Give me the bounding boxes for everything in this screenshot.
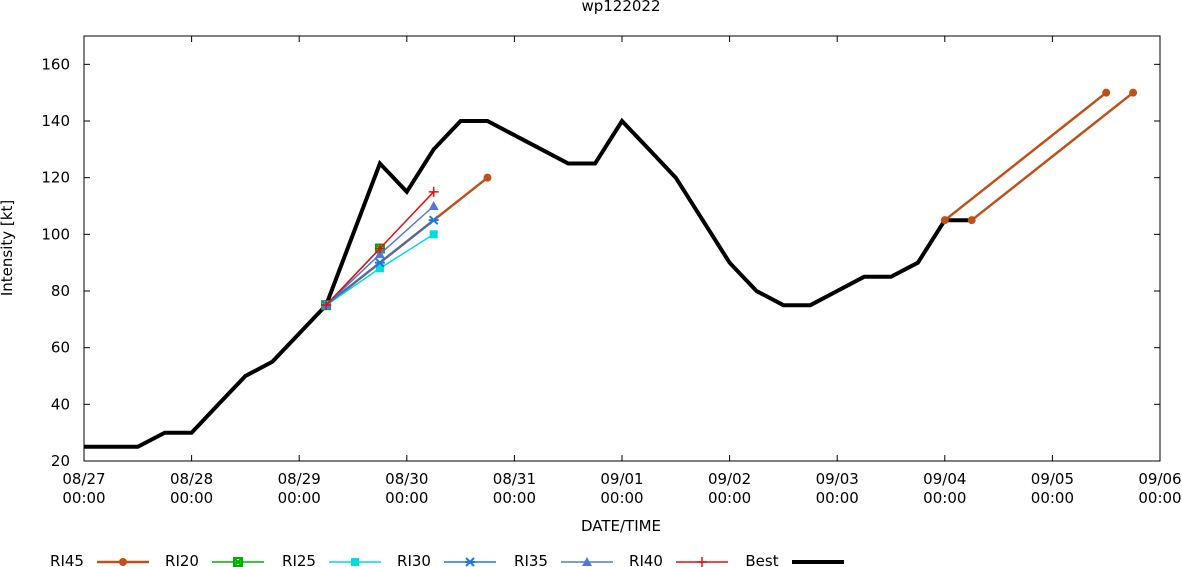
legend-label-ri25: RI25 — [282, 552, 316, 567]
series-best — [84, 117, 972, 449]
y-tick-label: 60 — [51, 339, 70, 357]
x-tick-label-date: 08/28 — [170, 470, 213, 488]
legend-label-ri35: RI35 — [514, 552, 548, 567]
legend-item-ri25: RI25 — [282, 552, 381, 567]
data-point-ri40 — [374, 243, 385, 254]
x-tick-label-date: 08/31 — [493, 470, 536, 488]
x-axis-label: DATE/TIME — [581, 517, 661, 535]
y-tick-label: 20 — [51, 452, 70, 470]
x-tick-label-time: 00:00 — [600, 489, 643, 507]
x-tick-label-time: 00:00 — [493, 489, 536, 507]
x-tick-label-time: 00:00 — [708, 489, 751, 507]
x-tick-label-date: 09/03 — [816, 470, 859, 488]
x-tick-label-time: 00:00 — [385, 489, 428, 507]
data-point-ri40 — [428, 186, 439, 197]
x-tick-label-time: 00:00 — [923, 489, 966, 507]
legend-item-ri35: RI35 — [514, 552, 613, 567]
legend-marker-ri40 — [697, 557, 707, 567]
series-ri40 — [321, 186, 439, 311]
x-tick-label-date: 08/30 — [385, 470, 428, 488]
y-tick-label: 140 — [41, 112, 70, 130]
data-point-ri45 — [940, 216, 949, 225]
data-point-ri30 — [428, 215, 439, 225]
legend-marker-ri20 — [233, 557, 243, 567]
y-axis-label: Intensity [kt] — [0, 200, 16, 296]
y-tick-label: 160 — [41, 55, 70, 73]
legend-label-ri40: RI40 — [629, 552, 663, 567]
legend-label-ri45: RI45 — [50, 552, 84, 567]
y-axis: 20 40 60 80 100 120 140 160 — [41, 55, 1160, 470]
legend-item-ri40: RI40 — [629, 552, 728, 567]
x-tick-label-date: 08/29 — [278, 470, 321, 488]
series-ri30 — [321, 215, 439, 310]
legend-label-ri20: RI20 — [165, 552, 199, 567]
data-point-ri25 — [429, 230, 438, 239]
data-point-ri45 — [967, 216, 976, 225]
x-tick-label-time: 00:00 — [1138, 489, 1181, 507]
x-axis: 08/2700:0008/2800:0008/2900:0008/3000:00… — [62, 36, 1182, 507]
x-tick-label-time: 00:00 — [816, 489, 859, 507]
legend-marker-ri45 — [119, 558, 127, 566]
plot-area-frame — [83, 35, 1161, 462]
x-tick-label-time: 00:00 — [278, 489, 321, 507]
legend-item-ri20: RI20 — [165, 552, 264, 567]
data-point-ri35 — [428, 201, 439, 210]
data-point-ri40 — [321, 300, 332, 311]
chart-title: wp122022 — [581, 0, 660, 15]
legend-marker-ri35 — [582, 557, 592, 566]
x-tick-label-date: 09/04 — [923, 470, 966, 488]
y-tick-label: 100 — [41, 225, 70, 243]
x-tick-label-date: 09/05 — [1031, 470, 1074, 488]
series-ri35 — [321, 201, 439, 310]
x-tick-label-time: 00:00 — [1031, 489, 1074, 507]
data-point-ri35 — [374, 249, 385, 259]
x-tick-label-date: 09/01 — [600, 470, 643, 488]
data-point-ri45 — [1102, 88, 1111, 97]
legend-item-ri30: RI30 — [397, 552, 496, 567]
x-tick-label-time: 00:00 — [170, 489, 213, 507]
legend-marker-ri30 — [465, 557, 475, 567]
legend-item-ri45: RI45 — [50, 552, 149, 567]
x-tick-label-date: 08/27 — [62, 470, 105, 488]
series-line-best — [84, 117, 972, 449]
legend: RI45 RI20 RI25 RI30 RI35 RI40 Best — [50, 552, 844, 567]
legend-label-ri30: RI30 — [397, 552, 431, 567]
data-point-ri45 — [483, 173, 492, 182]
legend-label-best: Best — [745, 552, 778, 567]
y-tick-label: 120 — [41, 169, 70, 187]
data-point-ri30 — [374, 257, 385, 268]
legend-item-best: Best — [745, 552, 844, 567]
y-tick-label: 80 — [51, 282, 70, 300]
series-ri45 — [322, 88, 1138, 310]
legend-marker-ri25 — [351, 558, 359, 566]
x-tick-label-date: 09/02 — [708, 470, 751, 488]
data-point-ri45 — [1129, 88, 1138, 97]
series-line-ri45 — [944, 91, 1107, 222]
series-layer — [84, 88, 1138, 449]
data-point-ri25 — [375, 264, 384, 273]
x-tick-label-time: 00:00 — [62, 489, 105, 507]
y-tick-label: 40 — [51, 395, 70, 413]
x-tick-label-date: 09/06 — [1138, 470, 1181, 488]
series-line-ri45 — [970, 91, 1134, 222]
